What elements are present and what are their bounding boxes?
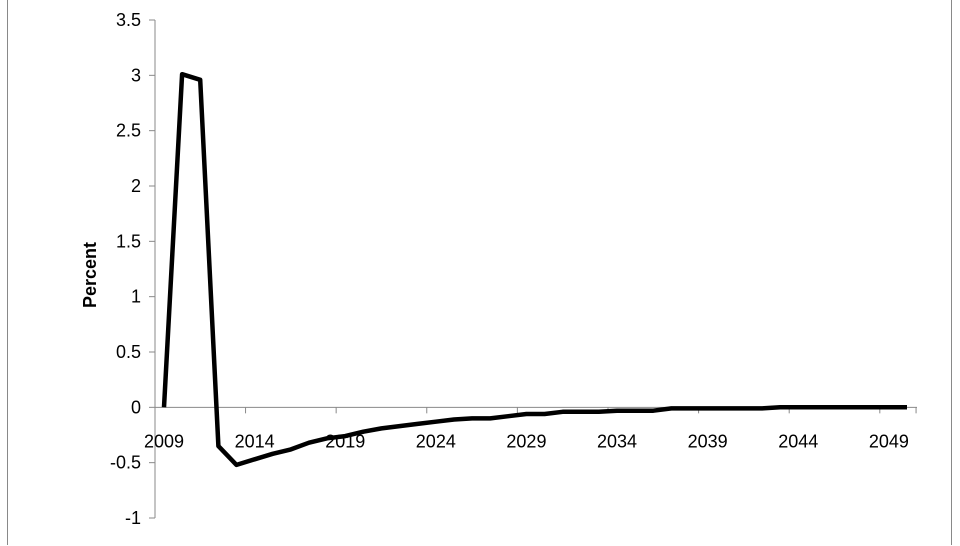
x-tick-label: 2009	[144, 431, 184, 451]
y-tick-labels: 3.5 3 2.5 2 1.5 1 0.5 0 -0.5 -1	[110, 10, 141, 528]
y-tick-label: 0.5	[116, 342, 141, 362]
series-layer	[161, 71, 907, 468]
x-tick-label: 2044	[778, 431, 818, 451]
chart-frame	[7, 0, 952, 545]
x-tick-label: 2024	[416, 431, 456, 451]
y-tick-label: -0.5	[110, 453, 141, 473]
y-tick-label: 0	[131, 397, 141, 417]
series-line	[161, 71, 907, 468]
y-tick-label: 1	[131, 287, 141, 307]
y-axis-title: Percent	[80, 242, 100, 308]
y-tick-label: 2.5	[116, 121, 141, 141]
x-tick-label: 2049	[869, 431, 909, 451]
x-tick-labels: 2009 2014 2019 2024 2029 2034 2039 2044 2049	[144, 431, 909, 451]
x-tick-label: 2029	[506, 431, 546, 451]
y-tick-label: 1.5	[116, 231, 141, 251]
y-tick-label: 2	[131, 176, 141, 196]
y-tick-label: -1	[125, 508, 141, 528]
x-tick-label: 2039	[688, 431, 728, 451]
y-tick-label: 3.5	[116, 10, 141, 30]
y-tick-label: 3	[131, 65, 141, 85]
x-tick-label: 2034	[597, 431, 637, 451]
x-tick-label: 2014	[235, 431, 275, 451]
